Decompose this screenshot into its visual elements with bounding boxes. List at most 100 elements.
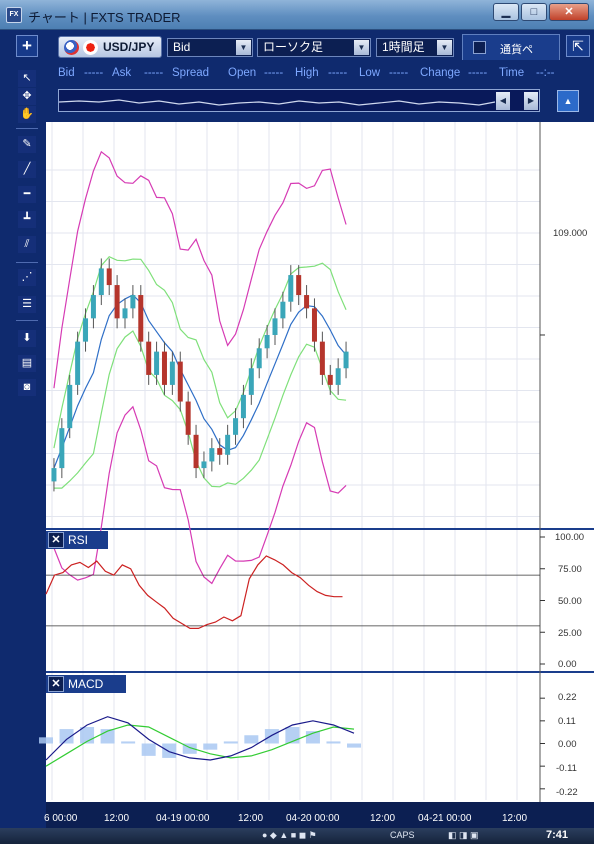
channel-icon[interactable]: ⫽ <box>18 236 36 253</box>
moving-average-line <box>53 294 347 469</box>
bear-candle <box>177 361 183 402</box>
macd-line <box>45 716 355 761</box>
list-icon[interactable]: ▤ <box>18 355 36 372</box>
bear-candle <box>296 275 302 296</box>
bull-candle <box>130 295 136 309</box>
rsi-tick-label: 50.00 <box>558 596 582 607</box>
x-tick-label: 04-20 00:00 <box>286 813 340 824</box>
pointer-icon[interactable]: ↖ <box>18 70 36 87</box>
time-label: Time <box>499 67 525 79</box>
macd-histogram-bar <box>59 729 74 744</box>
bull-candle <box>98 268 104 296</box>
macd-histogram-bar <box>203 743 218 750</box>
bull-candle <box>83 318 89 342</box>
x-tick-label: 12:00 <box>502 813 528 824</box>
price-type-value: Bid <box>173 40 191 54</box>
macd-panel-header: ✕ MACD <box>46 675 126 693</box>
chart-type-value: ローソク足 <box>263 40 324 54</box>
bear-candle <box>304 295 310 309</box>
bear-candle <box>327 374 333 385</box>
chart-plot-area[interactable] <box>46 122 540 802</box>
macd-histogram-bar <box>223 741 238 744</box>
vertical-line-icon[interactable]: ┻ <box>18 211 36 228</box>
bull-candle <box>59 428 65 469</box>
toolbar-divider <box>16 320 38 321</box>
currency-pair-checkbox[interactable] <box>473 41 486 54</box>
navigator-sparkline <box>59 99 496 106</box>
bid-value: ----- <box>84 67 104 79</box>
currency-pair-selector[interactable]: USD/JPY <box>58 36 162 58</box>
ask-value: ----- <box>144 67 164 79</box>
app-icon: FX <box>6 7 22 23</box>
tray-network-icon[interactable]: ◧ ◨ ▣ <box>448 830 479 840</box>
lock-icon[interactable]: ▲ <box>557 90 579 112</box>
x-tick-label: 04-21 00:00 <box>418 813 472 824</box>
bull-candle <box>169 361 175 385</box>
title-bar[interactable]: FX チャート | FXTS TRADER ▁ □ ✕ <box>0 0 594 30</box>
change-label: Change <box>420 67 461 79</box>
close-rsi-button[interactable]: ✕ <box>48 532 64 548</box>
navigator-right-button[interactable]: ▶ <box>524 92 538 110</box>
crosshair-icon[interactable]: ✥ <box>18 88 36 105</box>
close-macd-button[interactable]: ✕ <box>48 676 64 692</box>
low-label: Low <box>359 67 381 79</box>
add-chart-button[interactable]: + <box>16 35 38 57</box>
timeframe-select[interactable]: 1時間足 ▼ <box>376 38 454 57</box>
macd-histogram-bar <box>264 729 279 744</box>
rsi-tick-label: 0.00 <box>558 659 577 670</box>
change-value: ----- <box>468 67 488 79</box>
bull-candle <box>343 351 349 369</box>
bear-candle <box>138 295 144 342</box>
macd-label: MACD <box>68 677 104 691</box>
low-value: ----- <box>389 67 409 79</box>
macd-histogram-bar <box>39 737 53 744</box>
hand-icon[interactable]: ✋ <box>18 106 36 123</box>
macd-tick-label: 0.11 <box>558 716 576 727</box>
camera-icon[interactable]: ◙ <box>18 379 36 396</box>
bear-candle <box>114 285 120 319</box>
download-icon[interactable]: ⬇ <box>18 330 36 347</box>
chart-type-select[interactable]: ローソク足 ▼ <box>257 38 371 57</box>
macd-tick-label: -0.22 <box>556 787 578 798</box>
macd-histogram-bar <box>182 743 197 754</box>
bull-candle <box>154 351 160 375</box>
maximize-button[interactable]: □ <box>521 3 547 21</box>
resize-arrow-icon[interactable]: ⇱ <box>566 35 590 57</box>
bid-label: Bid <box>58 67 75 79</box>
tray-icons[interactable]: ● ◆ ▲ ■ ◼ ⚑ <box>262 830 317 840</box>
macd-histogram-bar <box>162 743 177 758</box>
time-value: --:-- <box>536 67 555 79</box>
bull-candle <box>122 308 128 319</box>
pen-icon[interactable]: ✎ <box>18 136 36 153</box>
rsi-line <box>45 555 343 630</box>
bollinger-upper-outer <box>53 150 347 389</box>
fan-icon[interactable]: ⋰ <box>18 269 36 286</box>
drawing-toolbar: ↖ ✥ ✋ ✎ ╱ ━ ┻ ⫽ ⋰ ☰ ⬇ ▤ ◙ <box>0 62 46 802</box>
navigator-left-button[interactable]: ◀ <box>496 92 510 110</box>
chevron-down-icon: ▼ <box>236 40 251 55</box>
timeframe-value: 1時間足 <box>382 40 425 54</box>
currency-pair-tab-label: 通貨ペ <box>500 44 533 56</box>
close-button[interactable]: ✕ <box>549 3 589 21</box>
ask-label: Ask <box>112 67 132 79</box>
bull-candle <box>248 368 254 395</box>
bull-candle <box>67 384 73 429</box>
chart-navigator[interactable] <box>58 89 540 112</box>
macd-tick-label: -0.11 <box>556 763 577 774</box>
rsi-tick-label: 100.00 <box>555 532 585 543</box>
taskbar: ● ◆ ▲ ■ ◼ ⚑ CAPS ◧ ◨ ▣ 7:41 <box>0 828 594 844</box>
minimize-button[interactable]: ▁ <box>493 3 519 21</box>
fibonacci-icon[interactable]: ☰ <box>18 296 36 313</box>
price-axis-label: 109.000 <box>553 228 588 239</box>
trendline-icon[interactable]: ╱ <box>18 161 36 178</box>
x-axis: 6 00:00 12:00 04-19 00:00 12:00 04-20 00… <box>44 802 594 828</box>
macd-tick-label: 0.00 <box>558 739 577 750</box>
currency-pair-tab[interactable]: 通貨ペ <box>462 34 560 60</box>
bear-candle <box>106 268 112 286</box>
macd-histogram-bar <box>244 735 259 744</box>
price-type-select[interactable]: Bid ▼ <box>167 38 253 57</box>
bull-candle <box>75 341 81 385</box>
horizontal-line-icon[interactable]: ━ <box>18 186 36 203</box>
taskbar-clock: 7:41 <box>545 829 568 841</box>
